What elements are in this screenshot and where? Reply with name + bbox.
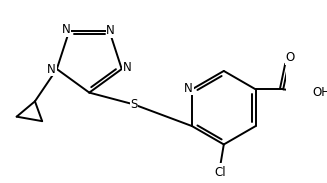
Text: O: O xyxy=(285,51,294,64)
Text: N: N xyxy=(123,61,131,74)
Text: N: N xyxy=(47,63,56,76)
Text: S: S xyxy=(130,98,138,111)
Text: N: N xyxy=(61,23,70,36)
Text: N: N xyxy=(106,24,115,37)
Text: Cl: Cl xyxy=(215,165,226,178)
Text: OH: OH xyxy=(312,86,327,99)
Text: N: N xyxy=(184,81,193,94)
